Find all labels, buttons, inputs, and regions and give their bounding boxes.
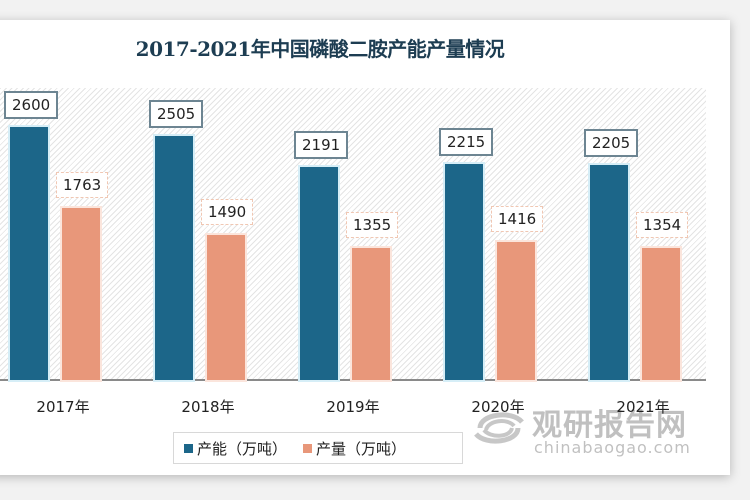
bar-capacity-2019年 bbox=[300, 167, 338, 380]
data-label-output: 1490 bbox=[201, 199, 254, 225]
data-label-capacity: 2505 bbox=[149, 100, 204, 128]
x-tick-label: 2021年 bbox=[616, 398, 670, 416]
bar-capacity-2020年 bbox=[445, 164, 483, 380]
data-label-output: 1763 bbox=[56, 172, 109, 198]
x-tick-label: 2018年 bbox=[181, 398, 235, 416]
bar-output-2018年 bbox=[207, 235, 245, 380]
bar-output-2021年 bbox=[642, 248, 680, 380]
bar-capacity-2018年 bbox=[155, 136, 193, 380]
legend: 产能（万吨） 产量（万吨） bbox=[173, 432, 463, 464]
legend-label-output: 产量（万吨） bbox=[316, 439, 407, 458]
data-label-capacity: 2205 bbox=[584, 129, 639, 157]
x-tick-label: 2019年 bbox=[326, 398, 380, 416]
chart-title: 2017-2021年中国磷酸二胺产能产量情况 bbox=[135, 37, 505, 61]
bar-output-2020年 bbox=[497, 242, 535, 380]
x-tick-label: 2017年 bbox=[36, 398, 90, 416]
data-label-output: 1416 bbox=[491, 206, 544, 232]
legend-swatch-capacity bbox=[184, 443, 193, 453]
legend-item-output: 产量（万吨） bbox=[303, 438, 406, 459]
data-label-output: 1354 bbox=[636, 212, 689, 238]
legend-swatch-output bbox=[303, 443, 313, 453]
data-label-capacity: 2215 bbox=[439, 128, 494, 156]
bar-output-2017年 bbox=[62, 208, 100, 380]
legend-label-capacity: 产能（万吨） bbox=[197, 439, 288, 458]
bar-capacity-2021年 bbox=[590, 165, 628, 380]
data-label-capacity: 2600 bbox=[4, 91, 59, 119]
bar-output-2019年 bbox=[352, 248, 390, 380]
x-tick-label: 2020年 bbox=[471, 398, 525, 416]
data-label-output: 1355 bbox=[346, 212, 399, 238]
data-label-capacity: 2191 bbox=[294, 131, 349, 159]
x-axis-line bbox=[0, 379, 706, 381]
bar-capacity-2017年 bbox=[10, 127, 48, 380]
legend-item-capacity: 产能（万吨） bbox=[184, 438, 287, 459]
